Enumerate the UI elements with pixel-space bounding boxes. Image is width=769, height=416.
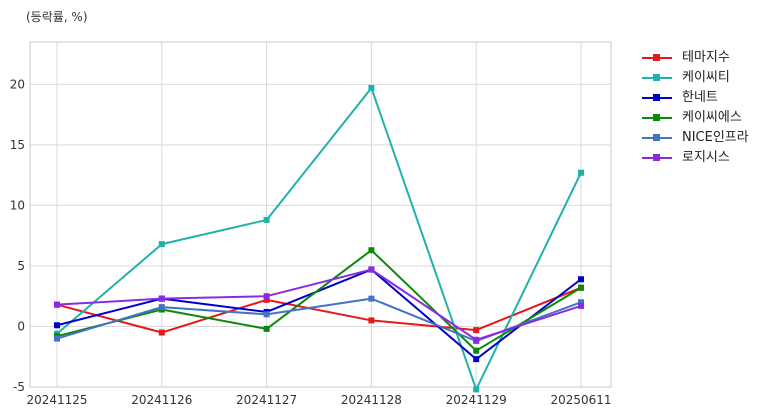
data-point [54, 322, 60, 329]
series-3 [54, 266, 584, 363]
data-point [158, 295, 165, 302]
legend-label: 한네트 [682, 90, 718, 105]
legend-item: 케이씨티 [640, 68, 749, 88]
data-point [578, 302, 584, 309]
data-point [578, 169, 584, 176]
data-point [473, 386, 480, 393]
y-axis-unit-label: (등락률, %) [26, 10, 88, 24]
data-point [578, 299, 584, 306]
data-point [473, 356, 480, 363]
x-tick-label: 20250611 [550, 393, 611, 407]
legend-item: 로지시스 [640, 148, 749, 168]
y-tick-label: 20 [10, 77, 25, 91]
legend-item: 케이씨에스 [640, 108, 749, 128]
series-line [56, 87, 582, 391]
y-tick-label: 5 [17, 259, 25, 273]
data-point [263, 216, 270, 223]
series-line [56, 286, 582, 334]
y-tick-label: 10 [10, 198, 25, 212]
data-point [54, 335, 60, 342]
legend-label: NICE인프라 [682, 130, 749, 145]
legend-swatch [642, 114, 672, 121]
legend-swatch [642, 94, 672, 101]
data-point [578, 284, 584, 291]
data-point [263, 325, 270, 332]
legend-item: 테마지수 [640, 48, 749, 68]
data-point [473, 327, 480, 334]
data-point [54, 301, 60, 308]
series-line [56, 249, 582, 352]
legend-label: 케이씨티 [682, 70, 730, 85]
data-point [368, 85, 375, 91]
data-point [158, 304, 165, 311]
data-point [158, 241, 165, 248]
grid-lines [30, 42, 611, 388]
x-axis-ticks: 20241125 20241126 20241127 20241128 20241129… [26, 393, 611, 407]
x-tick-label: 20241128 [341, 393, 402, 407]
series-2 [54, 85, 584, 393]
series-1 [54, 284, 584, 336]
legend-swatch [642, 54, 672, 61]
data-point [368, 247, 375, 254]
x-tick-label: 20241127 [236, 393, 297, 407]
x-tick-label: 20241126 [131, 393, 192, 407]
x-tick-label: 20241129 [446, 393, 507, 407]
series-line [56, 268, 582, 341]
data-point [263, 311, 270, 318]
x-tick-label: 20241125 [26, 393, 87, 407]
legend-swatch [642, 134, 672, 141]
series-6 [54, 266, 584, 343]
legend-label: 테마지수 [682, 50, 730, 65]
series-lines [54, 85, 584, 393]
plot-area-border [29, 41, 612, 388]
data-point [368, 295, 375, 302]
legend-label: 케이씨에스 [682, 110, 742, 125]
data-point [158, 329, 165, 336]
legend-item: 한네트 [640, 88, 749, 108]
legend-swatch [642, 74, 672, 81]
data-point [578, 276, 584, 283]
data-point [473, 336, 480, 343]
y-axis-ticks: -5 0 5 10 15 20 [10, 77, 25, 394]
data-point [263, 293, 270, 300]
data-point [263, 296, 270, 303]
data-point [368, 266, 375, 273]
data-point [473, 347, 480, 354]
legend-swatch [642, 154, 672, 161]
y-tick-label: 0 [17, 319, 25, 333]
y-tick-label: -5 [13, 380, 25, 394]
legend-item: NICE인프라 [640, 128, 749, 148]
legend-label: 로지시스 [682, 150, 730, 165]
data-point [368, 317, 375, 324]
y-tick-label: 15 [10, 138, 25, 152]
